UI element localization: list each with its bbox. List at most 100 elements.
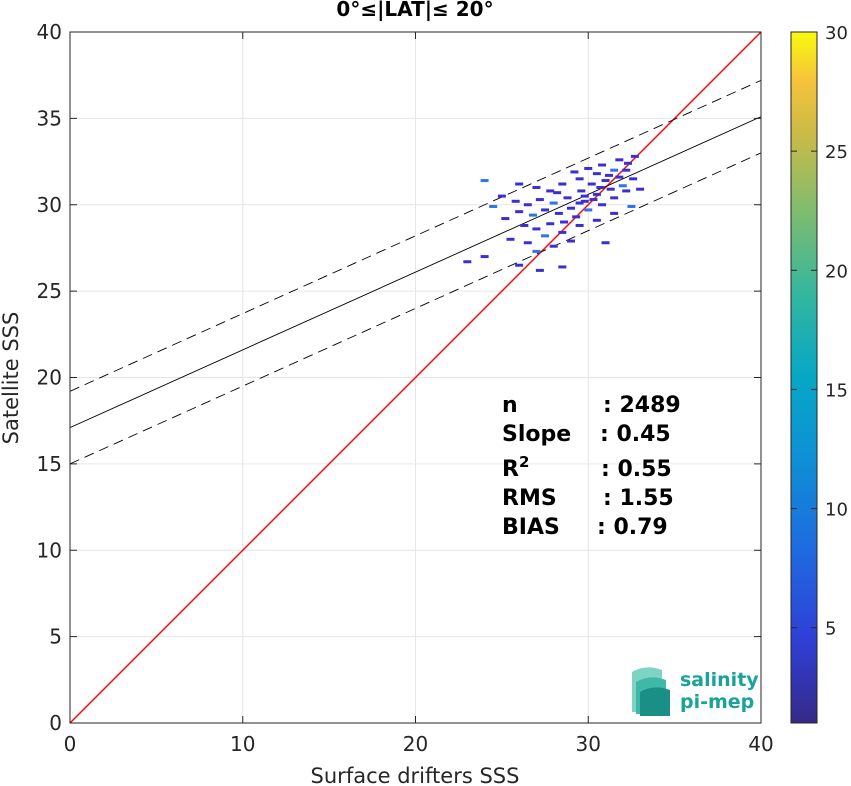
- density-point: [549, 244, 558, 248]
- density-point: [630, 154, 639, 158]
- density-point: [618, 184, 627, 188]
- y-tick-label: 20: [37, 366, 62, 390]
- wave-logo-icon: [632, 667, 670, 716]
- density-point: [541, 234, 550, 238]
- density-point: [622, 168, 631, 172]
- density-point: [610, 211, 619, 215]
- density-point: [546, 222, 555, 226]
- stat-label: RMS: [502, 486, 557, 511]
- x-axis: 0 10 20 30 40: [64, 32, 774, 756]
- stat-label: BIAS: [502, 515, 560, 540]
- density-point: [598, 203, 607, 207]
- stat-label: Slope: [502, 422, 571, 447]
- stat-value: : 0.79: [597, 515, 668, 540]
- density-point: [554, 211, 563, 215]
- density-point: [601, 179, 610, 183]
- colorbar-tick-label: 25: [825, 142, 848, 163]
- density-point: [497, 194, 506, 198]
- density-point: [515, 210, 524, 214]
- density-point: [622, 189, 631, 193]
- density-point: [515, 182, 524, 186]
- colorbar-tick-label: 5: [825, 619, 836, 640]
- density-point: [549, 201, 558, 205]
- density-point: [596, 185, 605, 189]
- y-axis-label: Satellite SSS: [0, 312, 23, 445]
- logo-text-salinity: salinity: [680, 669, 759, 691]
- density-point: [535, 198, 544, 202]
- density-point: [523, 203, 532, 207]
- density-point: [520, 223, 529, 227]
- density-point: [592, 172, 601, 176]
- line-layer: [70, 32, 761, 723]
- density-point: [615, 158, 624, 162]
- density-point: [532, 185, 541, 189]
- colorbar-tick-label: 20: [825, 261, 848, 282]
- colorbar-frame: [790, 31, 818, 724]
- colorbar-ticks: 5 10 15 20 25 30: [791, 23, 848, 640]
- y-tick-label: 30: [37, 193, 62, 217]
- density-point: [580, 194, 589, 198]
- density-point: [592, 192, 601, 196]
- density-point: [610, 168, 619, 172]
- density-point: [575, 177, 584, 181]
- stat-label: R2: [502, 453, 529, 482]
- density-point: [615, 175, 624, 179]
- density-point: [580, 199, 589, 203]
- density-point: [629, 177, 638, 181]
- density-point: [489, 204, 498, 208]
- colorbar-tick-label: 15: [825, 380, 848, 401]
- x-tick-label: 20: [403, 732, 428, 756]
- density-point: [627, 204, 636, 208]
- stat-label: n: [502, 393, 518, 418]
- density-point: [511, 199, 520, 203]
- density-point: [587, 182, 596, 186]
- density-layer: [463, 154, 645, 272]
- density-point: [577, 189, 586, 193]
- density-point: [558, 230, 567, 234]
- upper-bound-line: [70, 79, 761, 392]
- density-point: [636, 187, 645, 191]
- density-point: [563, 196, 572, 200]
- density-point: [546, 189, 555, 193]
- density-point: [501, 217, 510, 221]
- density-point: [560, 220, 569, 224]
- density-point: [575, 223, 584, 227]
- x-tick-label: 30: [576, 732, 601, 756]
- density-point: [480, 179, 489, 183]
- colorbar-tick-label: 30: [825, 23, 848, 44]
- density-point: [558, 265, 567, 269]
- density-point: [532, 227, 541, 231]
- density-point: [589, 198, 598, 202]
- x-tick-label: 0: [64, 732, 77, 756]
- stat-value: : 0.55: [601, 457, 672, 482]
- density-point: [558, 182, 567, 186]
- density-point: [598, 163, 607, 167]
- stat-value: : 1.55: [603, 486, 674, 511]
- density-point: [506, 237, 515, 241]
- density-point: [553, 191, 562, 195]
- y-tick-label: 15: [37, 452, 62, 476]
- x-tick-label: 40: [748, 732, 773, 756]
- logo-text-pimep: pi-mep: [680, 691, 754, 713]
- density-point: [541, 208, 550, 212]
- density-point: [535, 268, 544, 272]
- x-tick-label: 10: [230, 732, 255, 756]
- y-tick-label: 40: [37, 20, 62, 44]
- identity-line: [70, 32, 761, 723]
- y-axis: 0 5 10 15 20 25 30 35 40: [37, 20, 761, 735]
- density-point: [601, 241, 610, 245]
- density-point: [604, 173, 613, 177]
- y-tick-label: 0: [49, 711, 62, 735]
- density-point: [606, 187, 615, 191]
- density-point: [575, 201, 584, 205]
- lower-bound-line: [70, 152, 761, 465]
- y-tick-label: 5: [49, 625, 62, 649]
- density-point: [463, 260, 472, 264]
- density-point: [572, 215, 581, 219]
- colorbar-tick-label: 10: [825, 500, 848, 521]
- density-point: [532, 249, 541, 253]
- chart-title: 0°≤|LAT|≤ 20°: [336, 0, 493, 21]
- stats-box: n: 2489 Slope: 0.45 R2: 0.55 RMS: 1.55 BIAS:…: [502, 393, 681, 540]
